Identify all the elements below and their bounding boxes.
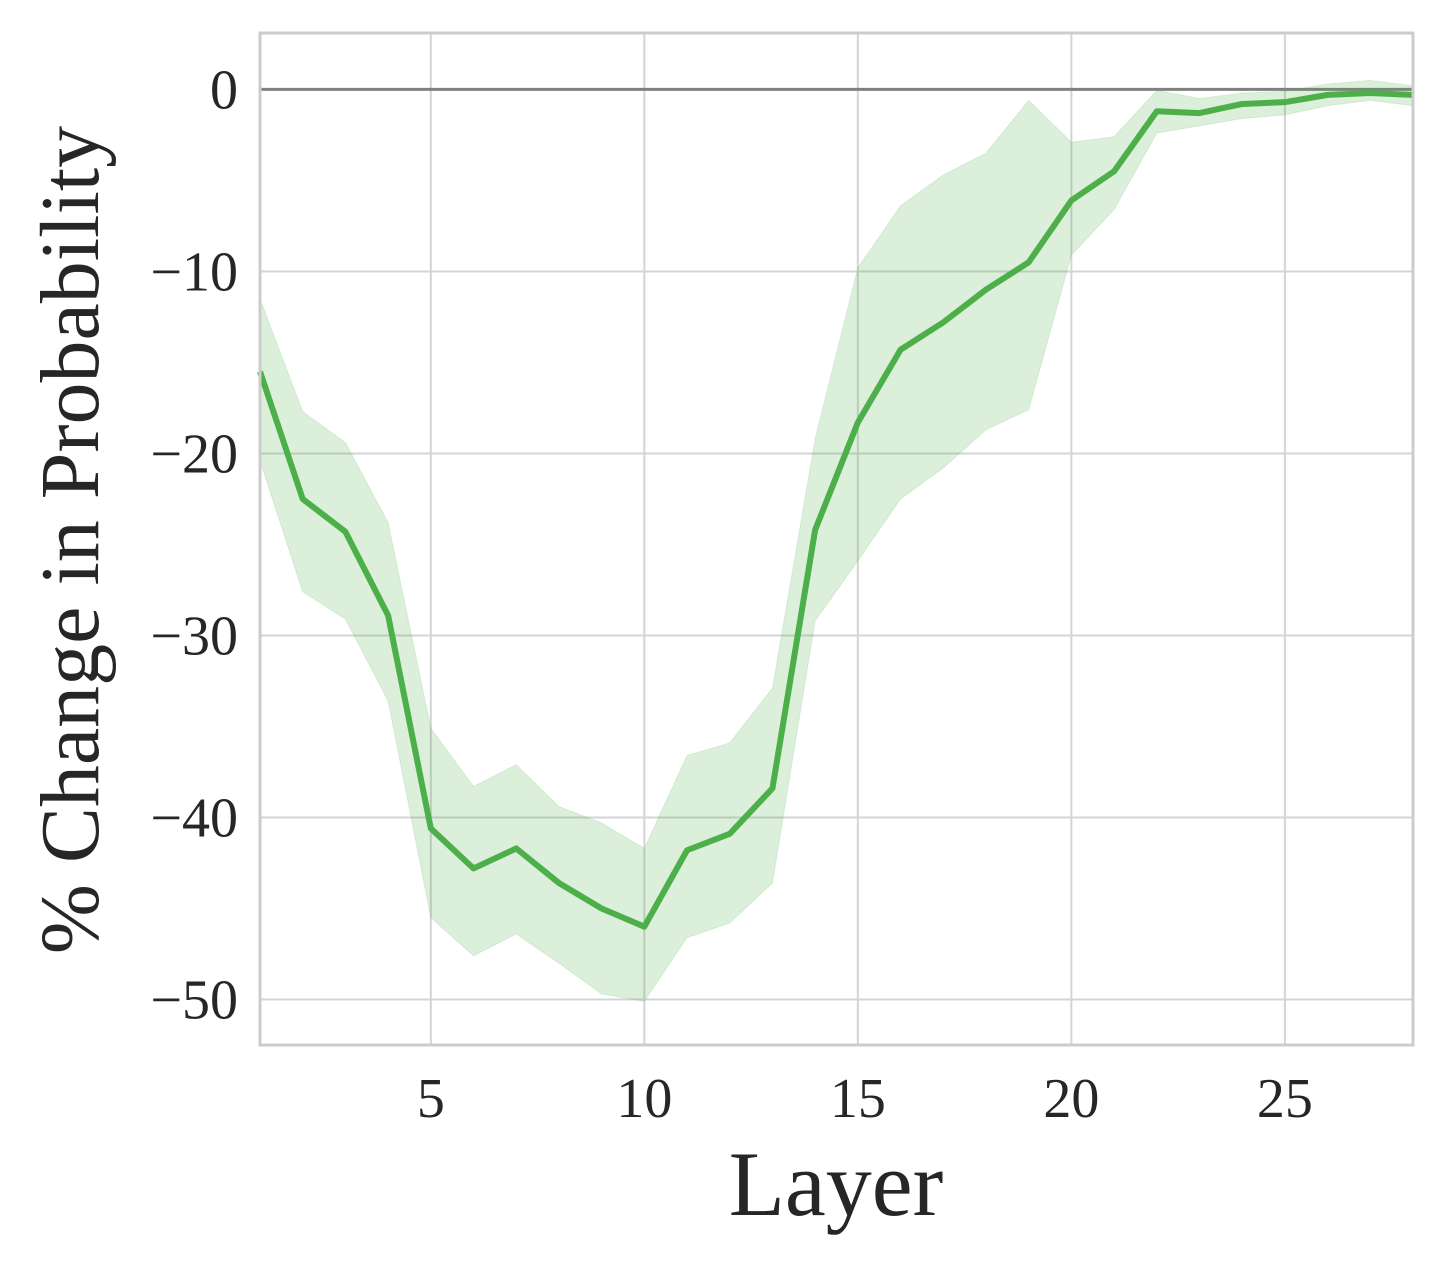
y-tick-label: −20 (150, 423, 238, 485)
x-tick-label: 20 (1043, 1068, 1099, 1130)
x-tick-label: 10 (616, 1068, 672, 1130)
line (257, 90, 1414, 930)
x-tick-label: 25 (1257, 1068, 1313, 1130)
y-tick-label: −10 (150, 241, 238, 303)
y-axis-label: % Change in Probability (24, 126, 117, 954)
x-axis-label: Layer (729, 1133, 944, 1235)
y-tick-label: −50 (150, 969, 238, 1031)
plot-frame (258, 31, 1415, 1047)
y-tick-label: 0 (210, 59, 238, 121)
y-tick-label: −30 (150, 605, 238, 667)
y-tick-label: −40 (150, 787, 238, 849)
x-tick-label: 15 (830, 1068, 886, 1130)
confidence-band (259, 79, 1414, 1002)
x-tick-label: 5 (417, 1068, 445, 1130)
